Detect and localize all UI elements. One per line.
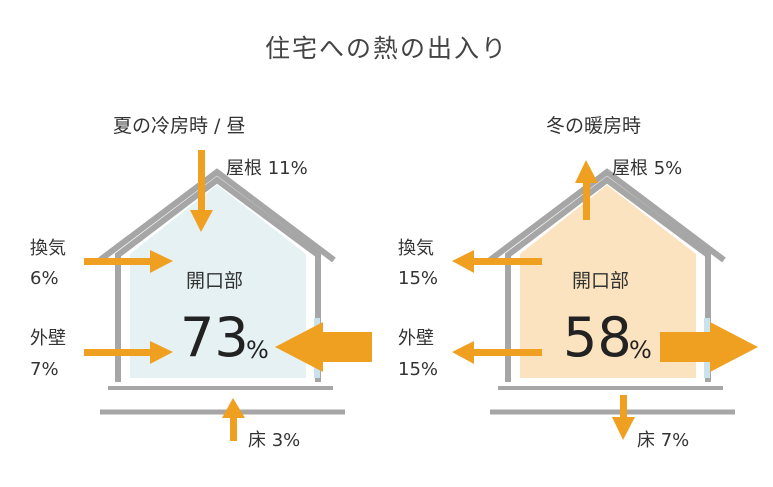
winter-subtitle: 冬の暖房時 [546, 115, 642, 137]
summer-floor-arrow [222, 398, 245, 441]
winter-roof-eave [488, 168, 726, 263]
winter-vent-value: 15% [398, 268, 439, 289]
summer-opening-arrow [275, 322, 372, 372]
winter-wall-label: 外壁 [398, 328, 434, 349]
winter-opening-arrow [660, 322, 758, 372]
winter-wall-value: 15% [398, 359, 439, 380]
winter-wall-arrow [452, 341, 542, 364]
winter-opening-percent: % [629, 336, 652, 364]
summer-roof-arrow [190, 150, 213, 232]
winter-roof-arrow [575, 160, 598, 220]
winter-floor-label: 床 7% [637, 430, 690, 451]
winter-floor-arrow [612, 395, 635, 440]
winter-interior-fill [520, 185, 696, 378]
summer-roof-label: 屋根 11% [226, 158, 308, 179]
page-title: 住宅への熱の出入り [264, 34, 508, 63]
summer-vent-value: 6% [30, 268, 59, 289]
summer-wall-arrow [84, 341, 173, 364]
winter-vent-arrow [452, 250, 542, 273]
summer-opening-value: 73 [180, 306, 249, 369]
winter-opening-label: 開口部 [572, 270, 630, 292]
summer-vent-arrow [84, 250, 173, 273]
summer-opening-label: 開口部 [186, 270, 244, 292]
summer-wall-label: 外壁 [30, 328, 66, 349]
winter-opening-value: 58 [563, 306, 632, 369]
winter-roof-label: 屋根 5% [612, 158, 683, 179]
summer-interior-fill [130, 185, 306, 378]
summer-opening-percent: % [246, 336, 269, 364]
summer-roof-eave [98, 168, 336, 263]
summer-subtitle: 夏の冷房時 / 昼 [113, 115, 246, 137]
summer-vent-label: 換気 [30, 238, 66, 259]
winter-house-outline [505, 176, 711, 382]
summer-house [84, 150, 372, 441]
winter-vent-label: 換気 [398, 238, 434, 259]
summer-house-outline [115, 176, 321, 382]
summer-wall-value: 7% [30, 359, 59, 380]
summer-floor-label: 床 3% [248, 430, 301, 451]
winter-house [452, 160, 758, 440]
